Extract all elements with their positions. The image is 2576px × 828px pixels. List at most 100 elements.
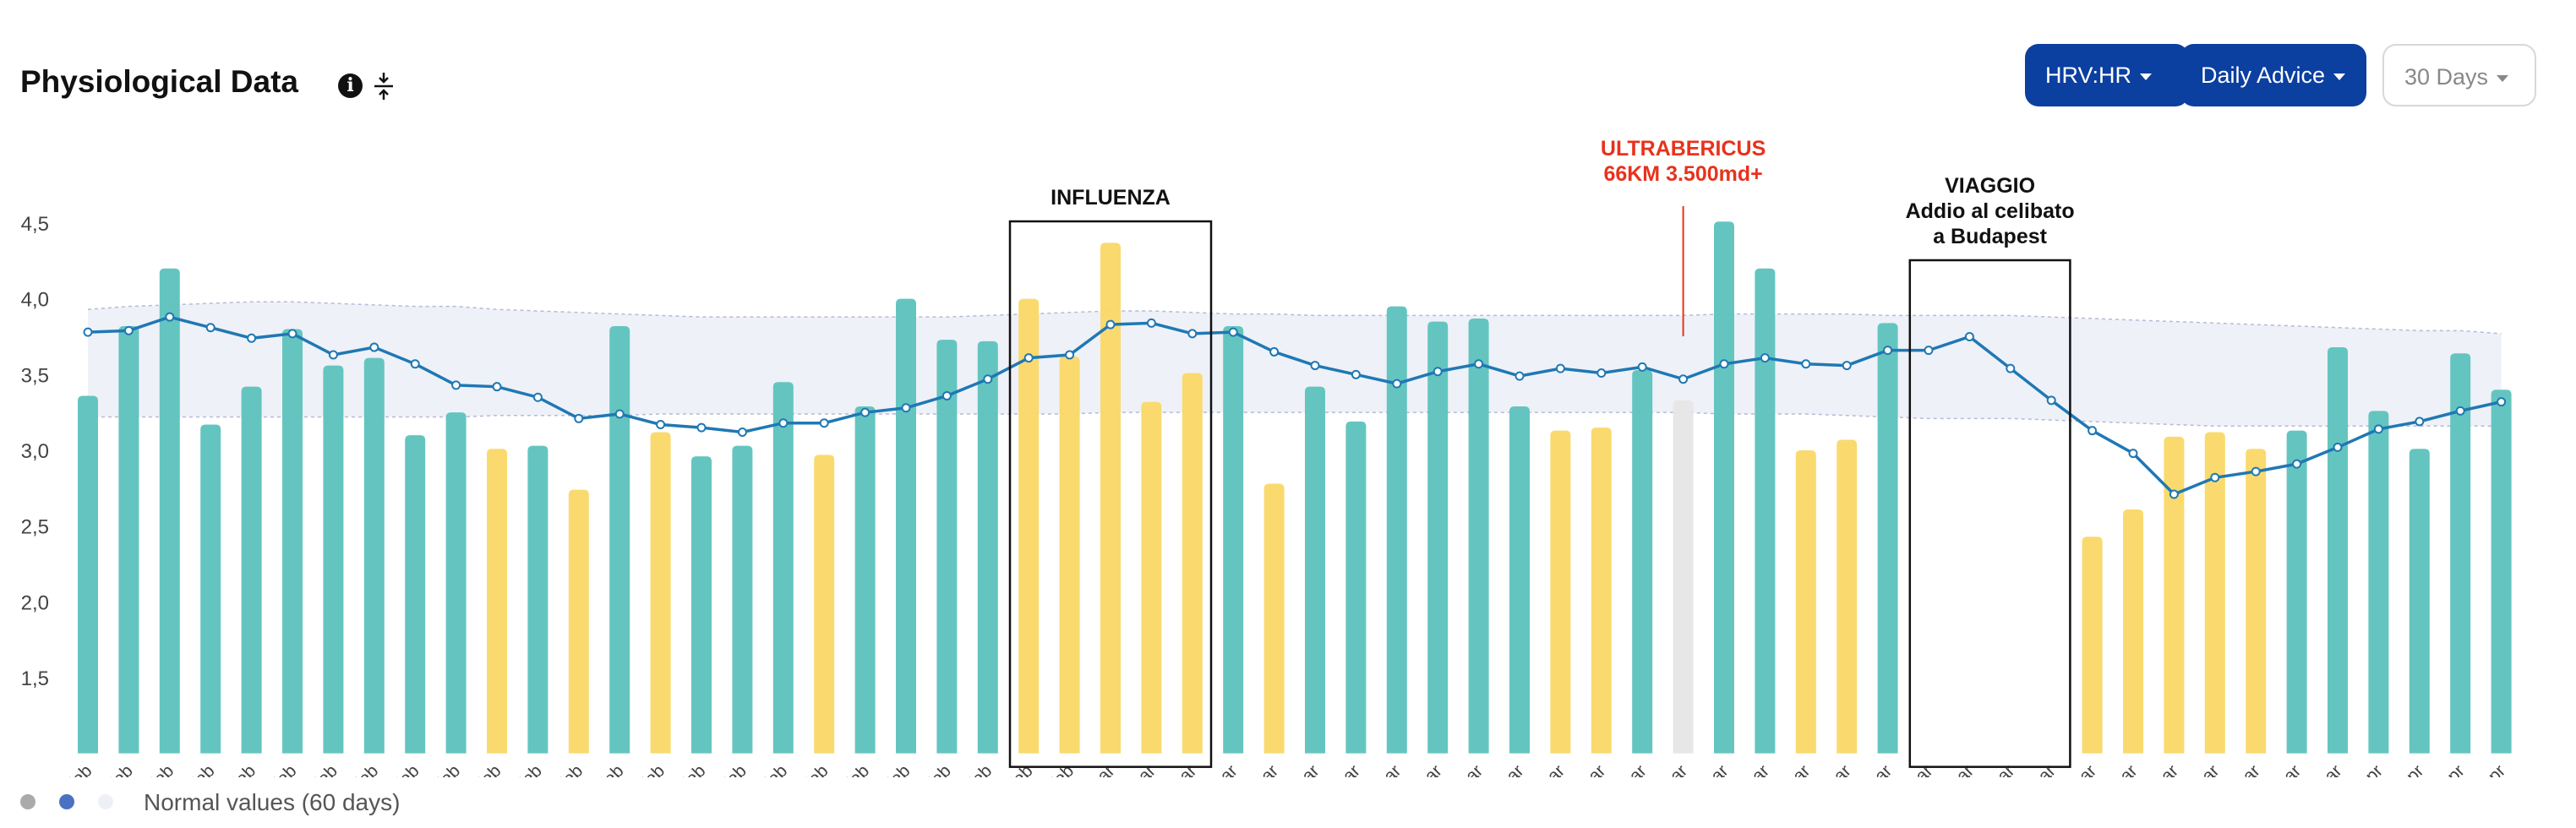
x-tick-label: 2 apr <box>2385 761 2427 777</box>
trend-point <box>1105 319 1116 330</box>
bar <box>2082 537 2103 754</box>
trend-point <box>737 427 747 437</box>
y-tick-label: 3,0 <box>21 440 49 463</box>
bar <box>159 268 180 754</box>
trend-point <box>656 420 666 430</box>
bar <box>1263 483 1285 754</box>
bar <box>650 432 671 754</box>
days-range-dropdown-button[interactable]: 30 Days <box>2382 44 2536 106</box>
legend-dot-blue[interactable] <box>59 794 74 809</box>
trend-point <box>696 422 707 433</box>
trend-point <box>2455 406 2465 416</box>
trend-point <box>1760 353 1770 363</box>
trend-point <box>860 407 870 417</box>
bar <box>936 340 958 754</box>
bar <box>2286 430 2307 754</box>
bar <box>1305 386 1325 754</box>
compress-vertical-icon[interactable] <box>372 71 396 101</box>
info-icon[interactable]: i <box>338 74 363 98</box>
bar <box>2123 509 2143 754</box>
bar <box>732 445 753 754</box>
bar <box>527 445 548 754</box>
x-tick-label: 1 mar <box>1072 761 1118 777</box>
trend-point <box>1474 359 1484 369</box>
annotation-label: Addio al celibato <box>1906 199 2075 223</box>
trend-point <box>2128 449 2138 459</box>
bar <box>363 357 385 754</box>
trend-point <box>819 418 829 428</box>
trend-point <box>205 323 216 333</box>
x-tick-label: 9 mar <box>1400 761 1446 777</box>
annotation-label: 66KM 3.500md+ <box>1603 162 1762 186</box>
bar <box>1468 318 1489 754</box>
trend-point <box>2415 417 2425 427</box>
bar <box>772 382 794 754</box>
hrv-hr-label: HRV:HR <box>2045 63 2132 88</box>
chevron-down-icon <box>2333 73 2346 80</box>
trend-point <box>941 390 952 400</box>
x-tick-label: 9 feb <box>259 761 300 777</box>
bar <box>1386 306 1407 754</box>
trend-point <box>778 418 789 428</box>
x-tick-label: 2 mar <box>1114 761 1160 777</box>
trend-point <box>1596 368 1607 379</box>
x-tick-label: 7 feb <box>177 761 218 777</box>
trend-point <box>2292 459 2302 469</box>
days-range-label: 30 Days <box>2404 64 2489 90</box>
x-tick-label: 4 apr <box>2467 761 2509 777</box>
bar <box>200 424 221 754</box>
trend-point <box>1351 369 1361 379</box>
x-tick-label: 6 mar <box>1277 761 1323 777</box>
trend-point <box>2251 466 2261 477</box>
y-tick-label: 4,0 <box>21 289 49 312</box>
bar <box>1100 242 1121 754</box>
trend-point <box>2333 442 2343 452</box>
normal-range-band <box>88 302 2502 427</box>
bar <box>241 386 262 754</box>
trend-point <box>1964 332 1974 341</box>
legend-dot-gray[interactable] <box>20 794 35 809</box>
bar <box>2368 411 2389 754</box>
bar <box>1795 450 1816 754</box>
legend-dot-light[interactable] <box>98 794 113 809</box>
trend-point <box>369 342 379 352</box>
x-tick-label: 11 feb <box>335 761 382 777</box>
x-tick-label: 8 feb <box>218 761 259 777</box>
physiological-chart: 1,5 2,0 2,5 3,0 3,5 4,0 4,5 4 feb5 feb6 feb7 fe… <box>21 137 2512 777</box>
bar <box>854 406 876 754</box>
x-tick-label: 3 apr <box>2426 761 2469 777</box>
bar <box>691 456 712 754</box>
trend-point <box>1187 329 1198 339</box>
trend-point <box>2088 426 2098 436</box>
chevron-down-icon <box>2140 73 2153 80</box>
x-tick-label: 1 apr <box>2344 761 2387 777</box>
trend-point <box>410 359 420 369</box>
x-tick-label: 4 mar <box>1196 761 1242 777</box>
x-tick-label: 4 feb <box>54 761 96 777</box>
daily-advice-dropdown-button[interactable]: Daily Advice <box>2180 44 2366 106</box>
trend-point <box>2497 397 2507 407</box>
annotation-box <box>1008 220 1213 768</box>
bar <box>282 329 303 754</box>
trend-point <box>2169 489 2179 499</box>
bar <box>1059 356 1080 754</box>
trend-point <box>1146 318 1156 328</box>
trend-point <box>1514 371 1525 381</box>
bar <box>568 489 589 754</box>
trend-point <box>901 403 911 413</box>
bar <box>609 325 630 754</box>
trend-point <box>1269 346 1280 357</box>
annotation-label: INFLUENZA <box>1051 186 1171 210</box>
bar <box>78 395 98 754</box>
y-tick-label: 2,0 <box>21 591 49 614</box>
bar <box>1755 268 1776 754</box>
trend-point <box>1637 362 1647 372</box>
trend-point <box>1433 367 1443 377</box>
bar <box>2491 389 2512 754</box>
trend-line <box>87 315 2502 497</box>
hrv-hr-dropdown-button[interactable]: HRV:HR <box>2025 44 2189 106</box>
y-tick-label: 4,5 <box>21 213 49 236</box>
page-title: Physiological Data <box>20 64 298 99</box>
trend-point <box>1678 374 1689 384</box>
trend-point <box>532 392 543 402</box>
